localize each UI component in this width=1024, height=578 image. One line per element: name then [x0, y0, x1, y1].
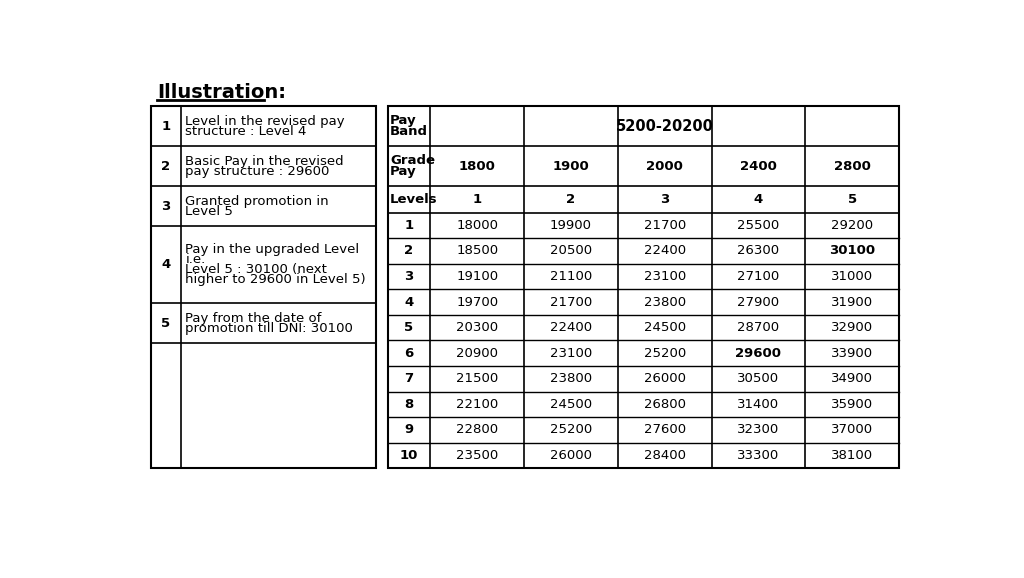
Text: 23100: 23100 [643, 270, 686, 283]
Text: 23100: 23100 [550, 347, 592, 360]
Text: Pay: Pay [390, 165, 417, 178]
Text: Pay: Pay [390, 114, 417, 128]
Text: 2: 2 [404, 244, 414, 257]
Text: 26300: 26300 [737, 244, 779, 257]
Text: 22100: 22100 [456, 398, 499, 411]
Text: 31900: 31900 [831, 295, 873, 309]
Text: 23800: 23800 [550, 372, 592, 386]
Text: Granted promotion in: Granted promotion in [185, 195, 329, 208]
Text: 34900: 34900 [831, 372, 873, 386]
Text: 27900: 27900 [737, 295, 779, 309]
Text: 19900: 19900 [550, 219, 592, 232]
Text: 27100: 27100 [737, 270, 779, 283]
Text: Pay in the upgraded Level: Pay in the upgraded Level [185, 243, 359, 257]
Text: 18000: 18000 [456, 219, 498, 232]
Text: 23500: 23500 [456, 449, 499, 462]
Text: 32900: 32900 [831, 321, 873, 334]
Text: 2400: 2400 [740, 160, 777, 173]
Text: 1900: 1900 [553, 160, 589, 173]
Text: 20300: 20300 [456, 321, 499, 334]
Text: 25200: 25200 [550, 423, 592, 436]
Text: 29200: 29200 [831, 219, 873, 232]
Text: 38100: 38100 [831, 449, 873, 462]
Text: 22400: 22400 [550, 321, 592, 334]
Text: 1: 1 [162, 120, 171, 133]
Text: 3: 3 [162, 200, 171, 213]
Text: structure : Level 4: structure : Level 4 [185, 125, 307, 138]
Text: 21700: 21700 [643, 219, 686, 232]
Text: 18500: 18500 [456, 244, 499, 257]
Text: 24500: 24500 [644, 321, 686, 334]
Text: 26000: 26000 [550, 449, 592, 462]
Text: pay structure : 29600: pay structure : 29600 [185, 165, 330, 178]
Text: 3: 3 [660, 193, 670, 206]
Text: 26000: 26000 [644, 372, 686, 386]
Text: 5: 5 [848, 193, 857, 206]
Text: 29600: 29600 [735, 347, 781, 360]
Text: 5: 5 [162, 317, 171, 330]
Text: 30500: 30500 [737, 372, 779, 386]
Text: 24500: 24500 [550, 398, 592, 411]
Text: 35900: 35900 [831, 398, 873, 411]
Text: 26800: 26800 [644, 398, 686, 411]
Text: Basic Pay in the revised: Basic Pay in the revised [185, 155, 344, 168]
Text: 1: 1 [472, 193, 481, 206]
Text: 32300: 32300 [737, 423, 779, 436]
Text: 1800: 1800 [459, 160, 496, 173]
Text: 21100: 21100 [550, 270, 592, 283]
Text: 20500: 20500 [550, 244, 592, 257]
Text: Illustration:: Illustration: [158, 83, 287, 102]
Text: 19100: 19100 [456, 270, 499, 283]
Bar [388, 106, 899, 468]
Text: Levels: Levels [390, 193, 437, 206]
Text: 4: 4 [404, 295, 414, 309]
Text: 7: 7 [404, 372, 414, 386]
Text: 25200: 25200 [643, 347, 686, 360]
Text: 5200-20200: 5200-20200 [615, 119, 714, 134]
Text: 4: 4 [754, 193, 763, 206]
Text: 25500: 25500 [737, 219, 779, 232]
Text: 4: 4 [162, 258, 171, 272]
Text: 6: 6 [404, 347, 414, 360]
Text: 33900: 33900 [831, 347, 873, 360]
Text: 9: 9 [404, 423, 414, 436]
Text: 31400: 31400 [737, 398, 779, 411]
Text: 21500: 21500 [456, 372, 499, 386]
Text: 2: 2 [162, 160, 171, 173]
Text: 2: 2 [566, 193, 575, 206]
Text: higher to 29600 in Level 5): higher to 29600 in Level 5) [185, 273, 366, 287]
Text: 33300: 33300 [737, 449, 779, 462]
Text: 3: 3 [404, 270, 414, 283]
Text: 37000: 37000 [831, 423, 873, 436]
Text: 20900: 20900 [456, 347, 498, 360]
Text: 10: 10 [399, 449, 418, 462]
Text: Band: Band [390, 125, 428, 138]
Text: 5: 5 [404, 321, 414, 334]
Text: Level 5: Level 5 [185, 205, 233, 218]
Text: Level in the revised pay: Level in the revised pay [185, 115, 345, 128]
Text: 2000: 2000 [646, 160, 683, 173]
Text: 21700: 21700 [550, 295, 592, 309]
Text: 2800: 2800 [834, 160, 870, 173]
Text: 22800: 22800 [456, 423, 499, 436]
Text: Level 5 : 30100 (next: Level 5 : 30100 (next [185, 264, 328, 276]
Text: Pay from the date of: Pay from the date of [185, 312, 322, 325]
Text: 28700: 28700 [737, 321, 779, 334]
Text: 28400: 28400 [644, 449, 686, 462]
Text: 19700: 19700 [456, 295, 499, 309]
Text: 22400: 22400 [644, 244, 686, 257]
Text: promotion till DNI: 30100: promotion till DNI: 30100 [185, 322, 353, 335]
Text: i.e.: i.e. [185, 253, 206, 266]
Text: 8: 8 [404, 398, 414, 411]
Text: 31000: 31000 [831, 270, 873, 283]
Text: Grade: Grade [390, 154, 435, 168]
Bar [152, 106, 376, 468]
Text: 1: 1 [404, 219, 414, 232]
Text: 23800: 23800 [644, 295, 686, 309]
Text: 30100: 30100 [829, 244, 876, 257]
Text: 27600: 27600 [644, 423, 686, 436]
